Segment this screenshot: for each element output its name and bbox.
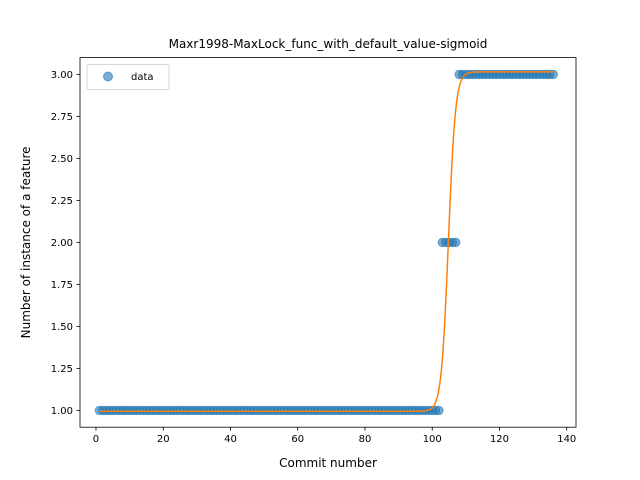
y-tick-label: 2.25: [51, 196, 73, 207]
plot-area: [94, 69, 558, 416]
data-point: [451, 237, 461, 248]
y-tick-label: 1.00: [51, 406, 73, 417]
sigmoid-fit-line: [99, 71, 554, 412]
y-tick-label: 2.50: [51, 154, 73, 165]
y-tick-label: 1.50: [51, 322, 73, 333]
chart-title: Maxr1998-MaxLock_func_with_default_value…: [169, 37, 488, 51]
x-tick-label: 140: [557, 434, 576, 445]
x-tick-label: 60: [291, 434, 304, 445]
data-point: [434, 405, 444, 416]
x-tick-label: 20: [157, 434, 170, 445]
axis-ticks: 0 20 40 60 80 100 120 140 1.00 1.25 1.50 1.75 2.00 2.…: [51, 70, 577, 445]
legend: data: [86, 64, 170, 90]
x-tick-label: 80: [359, 434, 372, 445]
x-tick-label: 0: [93, 434, 99, 445]
legend-label-data: data: [131, 72, 154, 83]
y-tick-label: 1.25: [51, 364, 73, 375]
y-tick-label: 3.00: [51, 70, 73, 81]
x-tick-label: 40: [224, 434, 237, 445]
x-tick-label: 100: [423, 434, 442, 445]
y-tick-label: 2.75: [51, 112, 73, 123]
series-data-points: [94, 69, 558, 416]
legend-box: [86, 64, 170, 90]
legend-marker-data: [103, 71, 113, 82]
y-tick-label: 1.75: [51, 280, 73, 291]
y-tick-label: 2.00: [51, 238, 73, 249]
x-axis-title: Commit number: [279, 456, 377, 470]
x-tick-label: 120: [490, 434, 509, 445]
y-axis-title: Number of instance of a feature: [19, 146, 33, 338]
